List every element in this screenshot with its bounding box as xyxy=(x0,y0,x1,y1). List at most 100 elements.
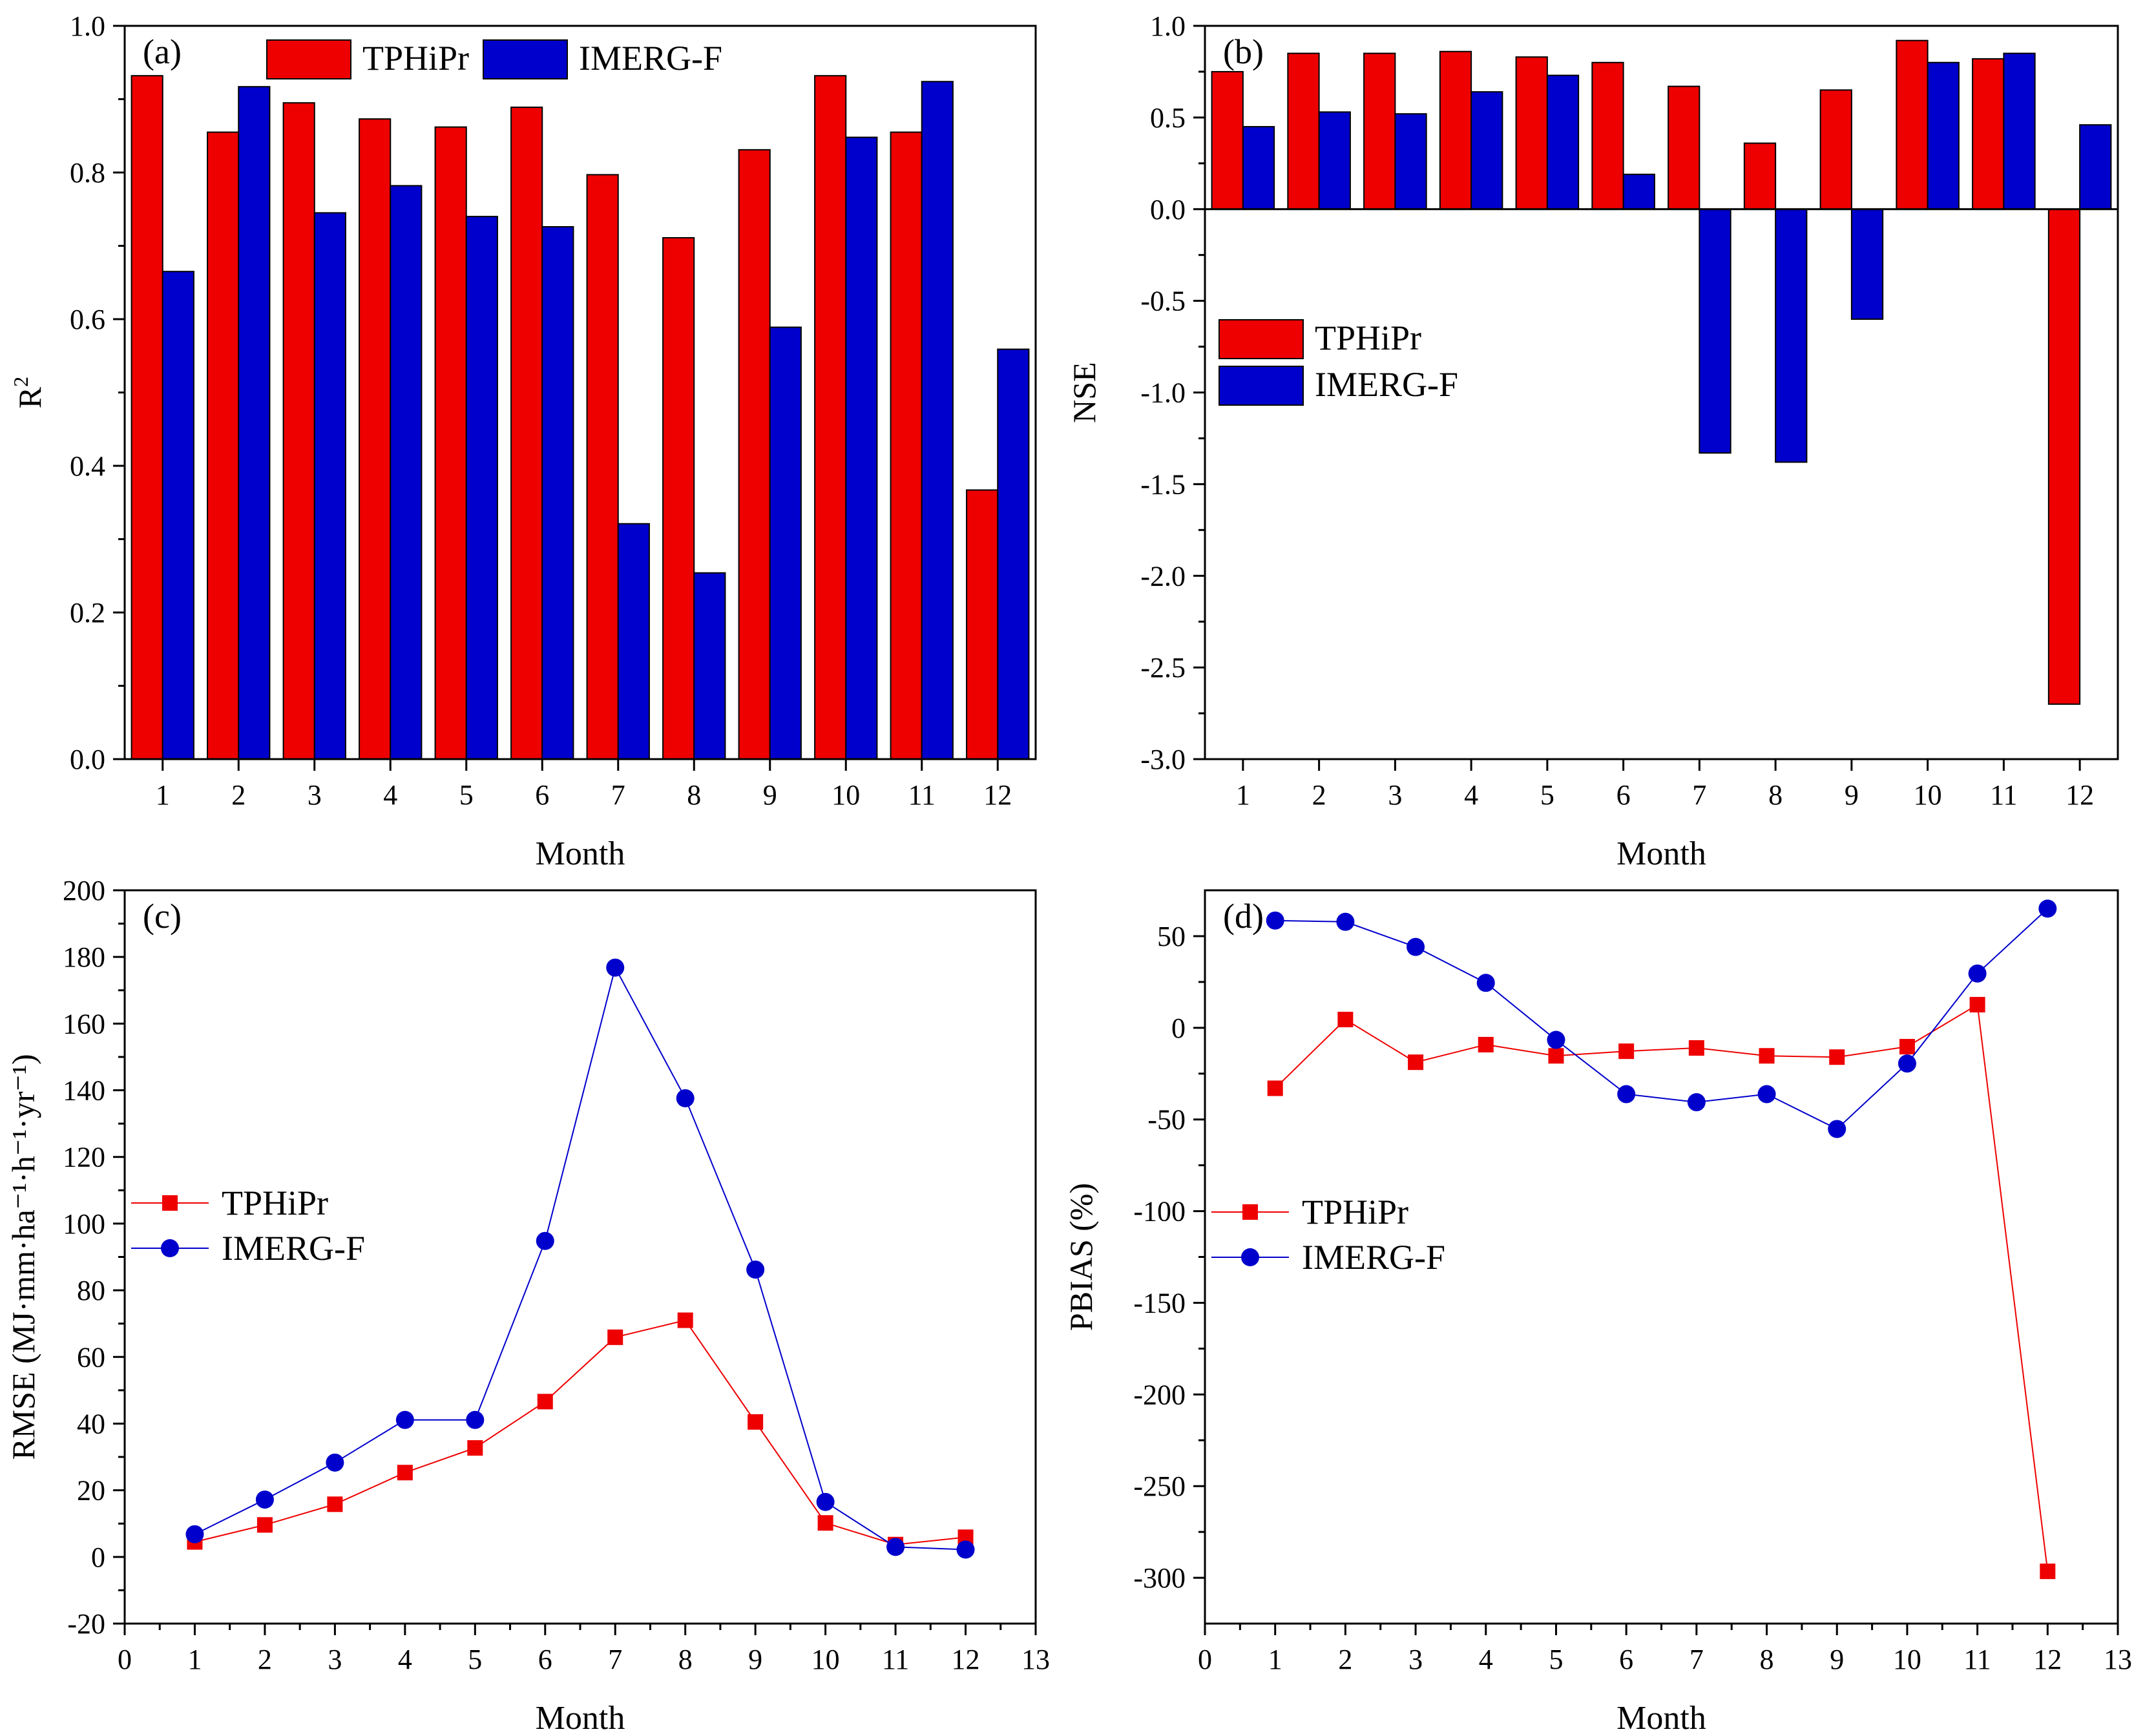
marker-circle-month-12 xyxy=(2038,899,2057,918)
x-tick-label: 12 xyxy=(2033,1644,2062,1675)
y-tick-label: 20 xyxy=(77,1475,105,1507)
marker-square-month-9 xyxy=(1829,1049,1845,1065)
y-tick-label: 80 xyxy=(77,1275,105,1306)
marker-circle-month-7 xyxy=(1687,1093,1706,1112)
y-axis-label: R2 xyxy=(9,377,48,408)
y-axis: -3.0 -2.5 -2.0 -1.5 -1.0 -0.5 0.0 0.5 1.0 xyxy=(1140,10,1205,775)
x-tick-label: 6 xyxy=(538,1644,552,1675)
y-tick-label: 50 xyxy=(1157,921,1186,952)
x-tick-label: 13 xyxy=(2104,1644,2132,1675)
bar-tphipr-month-8 xyxy=(1743,142,1777,210)
x-tick-label: 12 xyxy=(952,1644,980,1675)
bar-imerg-f-month-5 xyxy=(1546,74,1580,210)
bar-tphipr-month-1 xyxy=(1211,70,1244,210)
y-tick-label: 0 xyxy=(91,1542,105,1573)
bar-imerg-f-month-12 xyxy=(997,348,1030,760)
y-axis-label: RMSE (MJ·mm·ha⁻¹·h⁻¹·yr⁻¹) xyxy=(5,1054,41,1459)
marker-circle-month-5 xyxy=(1547,1030,1565,1049)
bar-tphipr-month-9 xyxy=(738,149,771,760)
x-tick-label: 7 xyxy=(611,779,625,811)
panel-label: (b) xyxy=(1223,32,1264,71)
y-tick-label: 120 xyxy=(63,1142,105,1173)
marker-square-month-3 xyxy=(1408,1054,1424,1071)
legend-label: IMERG-F xyxy=(579,39,722,78)
bar-imerg-f-month-9 xyxy=(769,326,802,760)
marker-circle-month-11 xyxy=(886,1538,905,1556)
marker-square-month-6 xyxy=(537,1394,553,1410)
bar-imerg-f-month-11 xyxy=(921,81,954,760)
bars xyxy=(131,75,1030,760)
series-imerg-f xyxy=(1266,899,2057,1138)
y-axis: -20 0 20 40 60 80 100 120 140 160 180 200 xyxy=(63,875,125,1640)
series-line xyxy=(1275,908,2048,1130)
bar-imerg-f-month-6 xyxy=(1622,173,1655,210)
chart-panel-c: 0 1 2 3 4 5 6 7 8 9 10 11 12 13Month-2002040608010012… xyxy=(5,875,1050,1736)
legend-marker-circle xyxy=(161,1239,179,1257)
bar-tphipr-month-1 xyxy=(131,75,163,760)
marker-circle-month-3 xyxy=(326,1453,344,1472)
x-tick-label: 1 xyxy=(1236,779,1250,811)
bar-imerg-f-month-2 xyxy=(238,86,271,760)
legend: TPHiPr IMERG-F xyxy=(1219,319,1458,406)
series-tphipr xyxy=(1267,997,2056,1580)
y-tick-label: 60 xyxy=(77,1341,105,1373)
x-tick-label: 3 xyxy=(328,1644,342,1675)
y-tick-label: 100 xyxy=(63,1208,105,1240)
x-tick-label: 10 xyxy=(811,1644,840,1675)
marker-square-month-4 xyxy=(397,1465,413,1481)
y-tick-label: 1.0 xyxy=(1150,10,1186,42)
x-tick-label: 5 xyxy=(1549,1644,1563,1675)
legend-label: TPHiPr xyxy=(1302,1193,1408,1231)
y-tick-label: 0.2 xyxy=(70,597,105,629)
legend-swatch xyxy=(483,39,568,79)
marker-square-month-10 xyxy=(1899,1039,1915,1055)
bar-imerg-f-month-10 xyxy=(1927,61,1960,210)
x-tick-label: 0 xyxy=(118,1644,132,1675)
bar-imerg-f-month-4 xyxy=(1470,91,1503,210)
marker-circle-month-2 xyxy=(1336,912,1355,931)
marker-square-month-3 xyxy=(327,1496,343,1512)
bar-tphipr-month-7 xyxy=(586,174,619,760)
x-tick-label: 11 xyxy=(1963,1644,1991,1675)
series-line xyxy=(194,965,966,1551)
legend-swatch xyxy=(1219,366,1304,406)
chart-panel-d: 0 1 2 3 4 5 6 7 8 9 10 11 12 13Month-300-250-200-150-… xyxy=(1063,889,2132,1736)
bar-tphipr-month-11 xyxy=(890,131,923,760)
marker-circle-month-10 xyxy=(1898,1054,1916,1073)
marker-circle-month-3 xyxy=(1407,937,1425,956)
y-tick-label: 1.0 xyxy=(70,10,105,42)
x-tick-label: 11 xyxy=(908,779,936,811)
x-tick-label: 7 xyxy=(1692,779,1706,811)
marker-circle-month-4 xyxy=(395,1410,414,1429)
x-tick-label: 9 xyxy=(1845,779,1859,811)
y-tick-label: 140 xyxy=(63,1075,105,1107)
bar-imerg-f-month-12 xyxy=(2079,124,2112,210)
bar-imerg-f-month-10 xyxy=(845,136,878,760)
x-tick-label: 1 xyxy=(1268,1644,1282,1675)
bar-tphipr-month-7 xyxy=(1668,85,1700,210)
marker-circle-month-6 xyxy=(536,1231,554,1250)
marker-square-month-1 xyxy=(1267,1080,1283,1096)
x-tick-label: 13 xyxy=(1021,1644,1050,1675)
bar-tphipr-month-11 xyxy=(1972,58,2005,210)
y-tick-label: -2.0 xyxy=(1140,560,1186,592)
marker-circle-month-8 xyxy=(1757,1085,1776,1103)
bar-imerg-f-month-1 xyxy=(162,271,194,760)
bars xyxy=(1211,39,2112,705)
chart-panel-a: 1 2 3 4 5 6 7 8 9 10 11 12Month0.00.20.40.60.81.0R2… xyxy=(9,10,1037,872)
bar-tphipr-month-9 xyxy=(1819,89,1852,210)
marker-circle-month-5 xyxy=(466,1410,485,1429)
y-tick-label: -250 xyxy=(1133,1470,1186,1502)
x-tick-label: 12 xyxy=(2066,779,2094,811)
marker-circle-month-1 xyxy=(185,1525,204,1543)
marker-circle-month-2 xyxy=(255,1490,274,1509)
x-axis-label: Month xyxy=(536,1700,625,1736)
y-tick-label: 0.6 xyxy=(70,304,105,335)
y-tick-label: -2.5 xyxy=(1140,652,1186,684)
x-tick-label: 9 xyxy=(763,779,777,811)
panel-label: (c) xyxy=(143,897,182,936)
legend-label: TPHiPr xyxy=(362,39,469,78)
bar-tphipr-month-10 xyxy=(1896,39,1929,210)
y-axis: 0.0 0.2 0.4 0.6 0.8 1.0 xyxy=(70,10,125,775)
legend-label: IMERG-F xyxy=(222,1229,365,1268)
